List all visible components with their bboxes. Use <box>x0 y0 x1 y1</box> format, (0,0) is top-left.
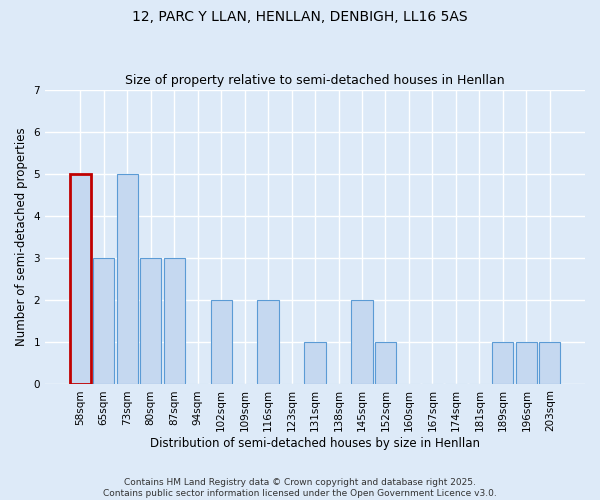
Bar <box>375 342 396 384</box>
Bar <box>140 258 161 384</box>
Bar <box>211 300 232 384</box>
Bar <box>304 342 326 384</box>
Bar <box>164 258 185 384</box>
Bar <box>93 258 114 384</box>
Bar <box>70 174 91 384</box>
Bar <box>516 342 537 384</box>
Text: 12 PARC Y LLAN: 58sqm
← <1% of semi-detached houses are smaller (0)
>99% of semi: 12 PARC Y LLAN: 58sqm ← <1% of semi-deta… <box>0 499 1 500</box>
Bar <box>257 300 278 384</box>
Y-axis label: Number of semi-detached properties: Number of semi-detached properties <box>15 128 28 346</box>
Bar <box>116 174 137 384</box>
Text: Contains HM Land Registry data © Crown copyright and database right 2025.
Contai: Contains HM Land Registry data © Crown c… <box>103 478 497 498</box>
Text: 12, PARC Y LLAN, HENLLAN, DENBIGH, LL16 5AS: 12, PARC Y LLAN, HENLLAN, DENBIGH, LL16 … <box>132 10 468 24</box>
Bar <box>493 342 514 384</box>
Bar <box>539 342 560 384</box>
X-axis label: Distribution of semi-detached houses by size in Henllan: Distribution of semi-detached houses by … <box>150 437 480 450</box>
Title: Size of property relative to semi-detached houses in Henllan: Size of property relative to semi-detach… <box>125 74 505 87</box>
Bar <box>352 300 373 384</box>
